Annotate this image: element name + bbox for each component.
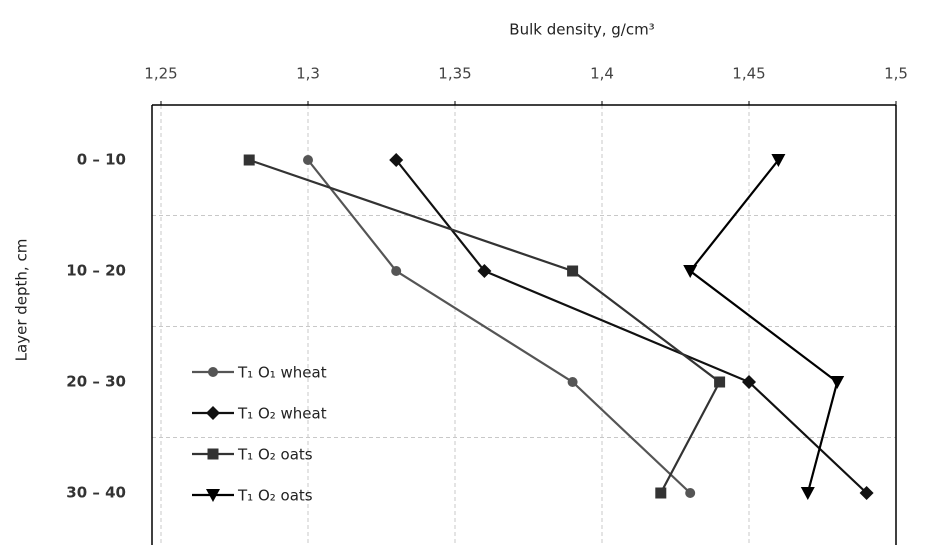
legend-marker bbox=[208, 367, 218, 377]
y-tick-label: 30 – 40 bbox=[66, 484, 126, 502]
y-axis-title: Layer depth, cm bbox=[13, 239, 31, 362]
series-line bbox=[307, 159, 691, 494]
series-line bbox=[688, 159, 839, 494]
y-tick-label: 10 – 20 bbox=[66, 262, 126, 280]
legend-label: T₁ O₂ oats bbox=[237, 446, 313, 464]
x-tick-label: 1,45 bbox=[732, 65, 765, 83]
legend-label: T₁ O₂ wheat bbox=[237, 405, 327, 423]
data-point bbox=[714, 376, 726, 388]
legend: T₁ O₁ wheat T₁ O₂ wheat T₁ O₂ oats T₁ O₂ oa… bbox=[192, 364, 327, 505]
data-point bbox=[655, 487, 667, 499]
data-point bbox=[243, 154, 255, 166]
data-point bbox=[830, 376, 845, 389]
y-tick-label: 0 – 10 bbox=[77, 151, 126, 169]
data-point bbox=[685, 488, 696, 498]
data-point bbox=[683, 265, 698, 278]
x-axis-title: Bulk density, g/cm³ bbox=[509, 21, 654, 39]
legend-marker bbox=[206, 406, 220, 420]
y-tick-label: 20 – 30 bbox=[66, 373, 126, 391]
series-line bbox=[248, 158, 722, 494]
data-point bbox=[391, 266, 402, 276]
data-point bbox=[800, 487, 815, 500]
x-tick-label: 1,5 bbox=[884, 65, 908, 83]
data-point bbox=[477, 264, 492, 278]
data-point bbox=[567, 377, 578, 387]
legend-label: T₁ O₁ wheat bbox=[237, 364, 327, 382]
data-point bbox=[742, 375, 756, 389]
legend-marker bbox=[206, 489, 220, 502]
legend-label: T₁ O₂ oats bbox=[237, 487, 313, 505]
x-tick-label: 1,4 bbox=[590, 65, 614, 83]
x-tick-label: 1,25 bbox=[144, 65, 177, 83]
data-point bbox=[567, 265, 579, 277]
data-point bbox=[859, 486, 874, 500]
series-line bbox=[395, 159, 868, 494]
data-point bbox=[771, 154, 786, 167]
data-point bbox=[303, 155, 313, 165]
legend-marker bbox=[207, 448, 219, 460]
x-tick-label: 1,35 bbox=[438, 65, 471, 83]
data-point bbox=[389, 153, 404, 167]
x-tick-label: 1,3 bbox=[296, 65, 320, 83]
